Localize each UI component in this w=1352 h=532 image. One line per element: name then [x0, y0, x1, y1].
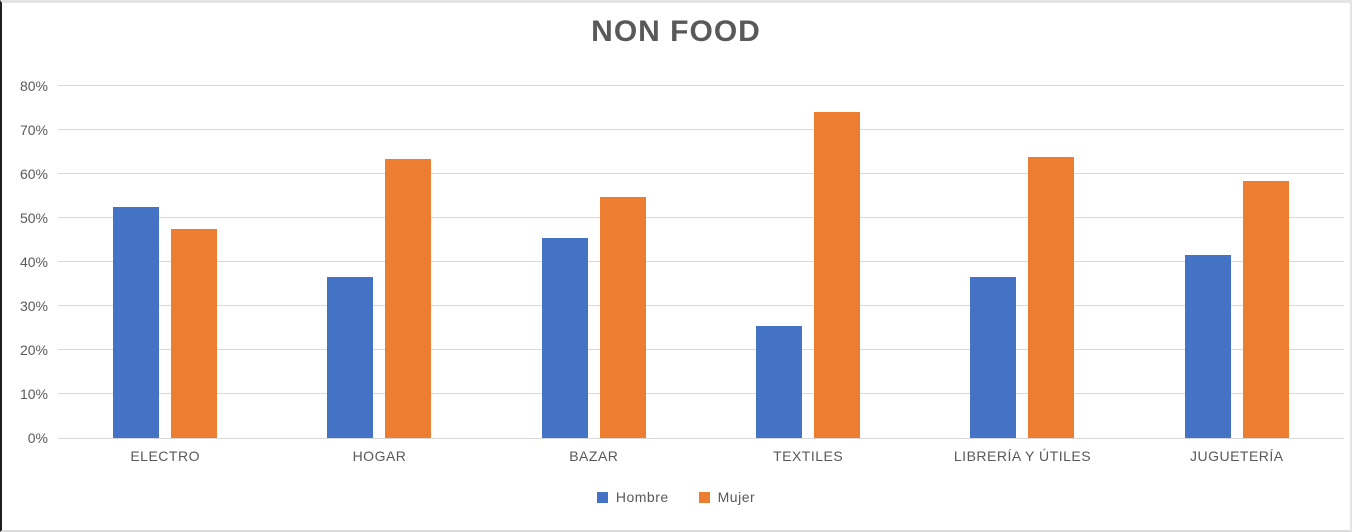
gridline-20: [58, 349, 1344, 350]
x-axis-line: [58, 438, 1344, 439]
gridline-80: [58, 85, 1344, 86]
gridline-50: [58, 217, 1344, 218]
x-label-jugueteria: JUGUETERÍA: [1189, 448, 1284, 464]
bar-hombre-jugueteria: [1184, 255, 1231, 438]
x-label-textiles: TEXTILES: [773, 448, 844, 464]
bar-hombre-textiles: [756, 325, 803, 438]
bar-mujer-textiles: [814, 111, 861, 438]
legend: Hombre Mujer: [2, 489, 1350, 505]
gridline-40: [58, 261, 1344, 262]
category-group-bazar: [487, 86, 701, 438]
category-group-hogar: [272, 86, 486, 438]
category-group-electro: [58, 86, 272, 438]
bar-hombre-libreria-y-utiles: [970, 277, 1017, 438]
bar-mujer-bazar: [599, 197, 646, 438]
legend-swatch-mujer: [698, 491, 710, 503]
legend-item-mujer: Mujer: [698, 489, 756, 505]
y-tick-10: 10%: [19, 386, 48, 402]
category-group-textiles: [701, 86, 915, 438]
y-tick-50: 50%: [19, 210, 48, 226]
bar-hombre-bazar: [541, 237, 588, 438]
legend-swatch-hombre: [596, 491, 608, 503]
category-group-jugueteria: [1130, 86, 1344, 438]
chart-title: NON FOOD: [591, 15, 761, 48]
y-tick-0: 0%: [27, 430, 48, 446]
y-tick-60: 60%: [19, 166, 48, 182]
x-axis-labels: ELECTRO HOGAR BAZAR TEXTILES LIBRERÍA Y ÚTIL…: [58, 448, 1344, 470]
y-tick-20: 20%: [19, 342, 48, 358]
gridline-70: [58, 129, 1344, 130]
bar-hombre-electro: [113, 207, 160, 438]
category-group-libreria-y-utiles: [915, 86, 1129, 438]
gridline-10: [58, 393, 1344, 394]
legend-label-mujer: Mujer: [717, 489, 756, 505]
x-label-electro: ELECTRO: [130, 448, 200, 464]
gridline-30: [58, 305, 1344, 306]
plot-area: [58, 85, 1344, 439]
legend-item-hombre: Hombre: [596, 489, 669, 505]
y-tick-70: 70%: [19, 122, 48, 138]
bar-hombre-hogar: [327, 277, 374, 438]
y-tick-40: 40%: [19, 254, 48, 270]
bar-mujer-hogar: [385, 159, 432, 438]
y-tick-30: 30%: [19, 298, 48, 314]
gridline-60: [58, 173, 1344, 174]
legend-label-hombre: Hombre: [615, 489, 669, 505]
x-label-bazar: BAZAR: [569, 448, 619, 464]
x-label-hogar: HOGAR: [352, 448, 407, 464]
y-tick-80: 80%: [19, 78, 48, 94]
bar-mujer-libreria-y-utiles: [1028, 157, 1075, 438]
x-label-libreria-y-utiles: LIBRERÍA Y ÚTILES: [953, 448, 1092, 464]
bar-mujer-jugueteria: [1242, 181, 1289, 438]
bar-mujer-electro: [171, 229, 218, 438]
